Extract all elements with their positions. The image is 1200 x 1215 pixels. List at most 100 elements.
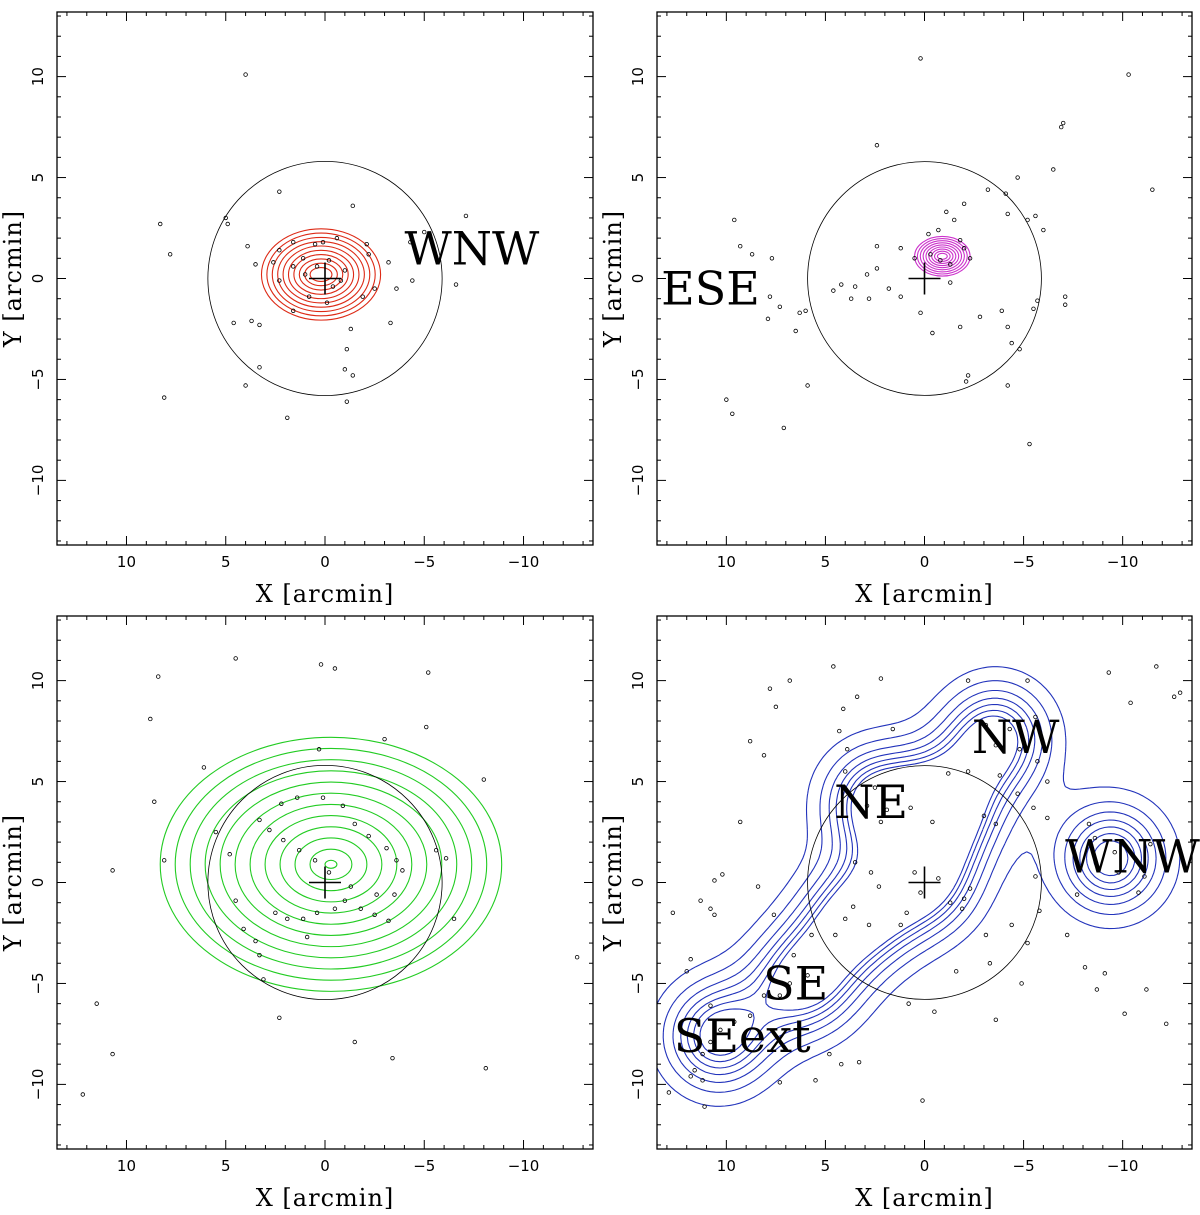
data-point: [730, 411, 735, 416]
data-point: [424, 724, 429, 730]
data-point: [761, 993, 767, 998]
data-point: [930, 819, 935, 825]
contour-level-7: [234, 792, 428, 936]
contour-level-2: [933, 250, 951, 262]
x-tick-label: 5: [221, 553, 231, 571]
data-point: [358, 906, 363, 911]
galaxy-points: [724, 56, 1155, 447]
data-point: [997, 773, 1002, 778]
data-point: [382, 736, 387, 742]
data-point: [1144, 987, 1149, 992]
data-point: [277, 189, 282, 194]
data-point: [320, 795, 326, 800]
data-point: [1025, 217, 1030, 223]
y-tick-label: 5: [29, 173, 47, 183]
data-point: [791, 952, 796, 958]
y-tick-label: −5: [629, 368, 647, 390]
data-point: [243, 72, 248, 77]
data-point: [843, 769, 848, 774]
data-point: [1064, 932, 1070, 938]
data-point: [277, 278, 282, 283]
data-point: [243, 383, 248, 388]
contour-level-9: [266, 232, 376, 317]
x-tick-label: 0: [320, 1157, 330, 1175]
data-point: [253, 262, 258, 267]
data-point: [253, 938, 258, 944]
x-tick-label: 0: [920, 553, 930, 571]
data-point: [712, 878, 717, 883]
data-point: [344, 346, 350, 352]
y-axis-label: Y [arcmin]: [599, 210, 627, 348]
data-point: [245, 243, 250, 249]
data-point: [1031, 805, 1036, 810]
data-point: [330, 284, 336, 289]
data-point: [866, 296, 872, 301]
data-point: [918, 890, 923, 895]
data-point: [932, 1009, 937, 1014]
region-label: SEext: [674, 1009, 811, 1063]
contour-level-11: [174, 747, 488, 981]
data-point: [841, 706, 846, 712]
data-point: [161, 858, 167, 863]
data-point: [926, 231, 931, 237]
data-point: [332, 906, 338, 911]
panel-2: 10 5 0 −5 −10 10 5 0 −5 −10 X [arcmin] Y [arcmin] ES…: [599, 11, 1193, 608]
data-point: [928, 252, 933, 257]
data-point: [906, 1001, 911, 1006]
contour-level-1: [324, 859, 338, 869]
y-axis-label: Y [arcmin]: [0, 210, 27, 348]
y-tick-label: −10: [29, 1069, 47, 1101]
data-point: [957, 237, 963, 243]
data-point: [957, 324, 963, 330]
y-tick-label: −5: [629, 972, 647, 994]
data-point: [1136, 890, 1141, 895]
data-point: [352, 1039, 357, 1045]
data-point: [227, 852, 232, 857]
data-point: [959, 906, 965, 911]
data-point: [348, 326, 354, 332]
x-axis-label: X [arcmin]: [855, 580, 994, 608]
data-point: [366, 252, 371, 257]
y-tick-label: 10: [629, 671, 647, 690]
data-point: [848, 296, 854, 301]
data-point: [1019, 981, 1024, 986]
data-point: [271, 260, 276, 265]
data-point: [965, 769, 971, 774]
data-point: [1061, 120, 1066, 126]
data-point: [718, 1027, 723, 1033]
x-tick-label: 0: [920, 1157, 930, 1175]
contour-level-5: [686, 703, 1143, 1069]
data-point: [1037, 908, 1042, 913]
data-point: [946, 771, 951, 776]
panel-4: 10 5 0 −5 −10 10 5 0 −5 −10 X [arcmin] Y [arcmin] NW…: [599, 615, 1200, 1212]
data-point: [886, 286, 892, 291]
data-point: [961, 201, 967, 206]
data-point: [983, 722, 989, 728]
data-point: [410, 278, 415, 283]
data-point: [749, 252, 755, 257]
panel-1: 10 5 0 −5 −10 10 5 0 −5 −10 X [arcmin] Y [arcmin] WN…: [0, 11, 594, 608]
data-point: [1025, 678, 1030, 683]
data-point: [920, 1098, 925, 1103]
data-point: [110, 1051, 115, 1057]
data-point: [708, 906, 713, 911]
data-point: [291, 239, 296, 245]
data-point: [1154, 664, 1159, 669]
x-axis-label: X [arcmin]: [256, 1184, 395, 1212]
contour-level-2: [304, 262, 338, 287]
data-point: [809, 932, 814, 938]
contour-level-12: [159, 736, 503, 992]
x-tick-label: 10: [117, 553, 136, 571]
contour-level-3: [672, 689, 1157, 1083]
data-point: [374, 892, 379, 897]
galaxy-points: [158, 72, 469, 421]
data-point: [952, 217, 957, 223]
data-point: [874, 266, 880, 271]
x-tick-label: −5: [413, 553, 435, 571]
data-point: [451, 916, 457, 922]
data-point: [295, 795, 300, 800]
data-point: [400, 868, 405, 873]
data-point: [1017, 747, 1022, 752]
data-point: [761, 753, 767, 758]
data-point: [688, 1074, 693, 1079]
